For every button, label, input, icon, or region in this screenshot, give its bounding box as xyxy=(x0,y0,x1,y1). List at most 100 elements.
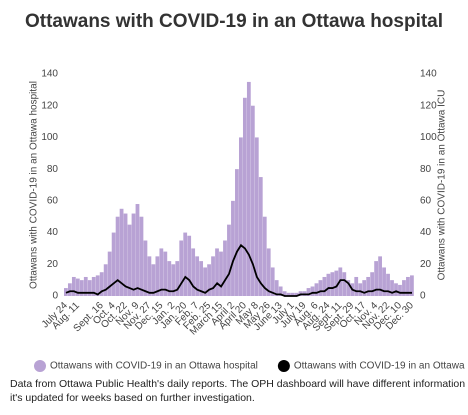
bar xyxy=(294,292,299,296)
bar xyxy=(354,276,359,296)
bar xyxy=(159,248,164,296)
y-tick-label: 80 xyxy=(47,164,59,175)
bar xyxy=(322,276,327,296)
bar xyxy=(378,256,382,296)
bar xyxy=(266,248,271,296)
source-note: Data from Ottawa Public Health's daily r… xyxy=(10,378,468,390)
y-tick-label: 100 xyxy=(41,132,58,143)
bar xyxy=(167,261,172,296)
bar xyxy=(135,204,140,296)
bar xyxy=(147,256,152,296)
bar xyxy=(163,251,168,296)
y2-tick-label: 40 xyxy=(420,227,432,238)
bar xyxy=(195,256,200,296)
line xyxy=(65,243,413,297)
bar xyxy=(91,276,96,296)
y2-tick-label: 120 xyxy=(420,100,437,111)
bar xyxy=(398,284,402,296)
bar xyxy=(314,283,319,296)
y2-tick-label: 140 xyxy=(420,69,437,80)
bar xyxy=(334,270,339,296)
bar xyxy=(386,273,390,296)
bar xyxy=(123,213,128,296)
bar xyxy=(258,177,263,296)
bar xyxy=(402,280,406,296)
bar xyxy=(262,216,267,296)
bar xyxy=(111,232,116,296)
y-tick-label: 140 xyxy=(41,69,58,80)
chart-title: Ottawans with COVID-19 in an Ottawa hosp… xyxy=(25,11,443,32)
bar xyxy=(199,261,204,296)
bar xyxy=(342,272,347,296)
legend-swatch xyxy=(34,360,46,372)
bar xyxy=(239,137,243,296)
bar xyxy=(318,280,323,296)
bar xyxy=(175,261,180,296)
bar xyxy=(95,275,100,296)
bar xyxy=(227,224,231,296)
bar xyxy=(151,264,156,296)
bar xyxy=(211,256,215,296)
bar xyxy=(270,267,275,296)
bar xyxy=(282,291,287,296)
bar xyxy=(107,251,112,296)
bar xyxy=(250,105,255,296)
y-tick-label: 20 xyxy=(47,259,59,270)
y-tick-label: 40 xyxy=(47,227,59,238)
bar xyxy=(286,292,291,296)
bar xyxy=(390,280,394,296)
bar xyxy=(203,267,207,296)
y-tick-label: 60 xyxy=(47,195,59,206)
bar xyxy=(71,276,76,296)
bar xyxy=(99,272,104,296)
y2-tick-label: 100 xyxy=(420,132,437,143)
bar xyxy=(274,280,279,296)
bar xyxy=(115,216,120,296)
y-axis-title: Ottawans with COVID-19 in an Ottawa hosp… xyxy=(29,81,40,289)
bar xyxy=(67,283,72,296)
y2-tick-label: 20 xyxy=(420,259,432,270)
y-tick-label: 120 xyxy=(41,100,58,111)
bar xyxy=(83,276,88,296)
bar xyxy=(406,276,410,296)
bar xyxy=(310,286,315,296)
bar xyxy=(187,235,192,296)
bar xyxy=(143,240,148,296)
bar xyxy=(155,256,160,296)
bar xyxy=(242,97,247,297)
y2-tick-label: 0 xyxy=(420,291,426,302)
bar xyxy=(171,264,176,296)
bar xyxy=(183,232,188,296)
bar xyxy=(362,280,367,296)
bar xyxy=(103,264,108,296)
bar xyxy=(366,276,371,296)
bar xyxy=(223,240,227,296)
legend-label: Ottawans with COVID-19 in an Ottawa hosp… xyxy=(50,361,258,372)
bar xyxy=(191,248,196,296)
bar xyxy=(139,216,144,296)
y2-tick-label: 60 xyxy=(420,195,432,206)
bar xyxy=(215,248,219,296)
bar xyxy=(246,81,251,296)
bar xyxy=(219,251,223,296)
bar xyxy=(330,272,335,296)
bar xyxy=(131,213,136,296)
bar xyxy=(207,264,211,296)
bar xyxy=(370,272,375,296)
source-note: it's updated for weeks based on further … xyxy=(10,392,255,404)
legend-label: Ottawans with COVID-19 in an Ottawa ICU xyxy=(294,361,468,372)
bar xyxy=(75,278,80,296)
bar xyxy=(278,286,283,296)
bar xyxy=(235,169,239,296)
y-tick-label: 0 xyxy=(52,291,58,302)
y2-tick-label: 80 xyxy=(420,164,432,175)
bar xyxy=(87,280,92,296)
bar xyxy=(374,261,379,296)
bar xyxy=(306,288,311,296)
bar xyxy=(79,280,84,296)
bar xyxy=(358,283,363,296)
bar xyxy=(254,137,259,296)
bar xyxy=(119,208,124,296)
bar xyxy=(382,267,386,296)
